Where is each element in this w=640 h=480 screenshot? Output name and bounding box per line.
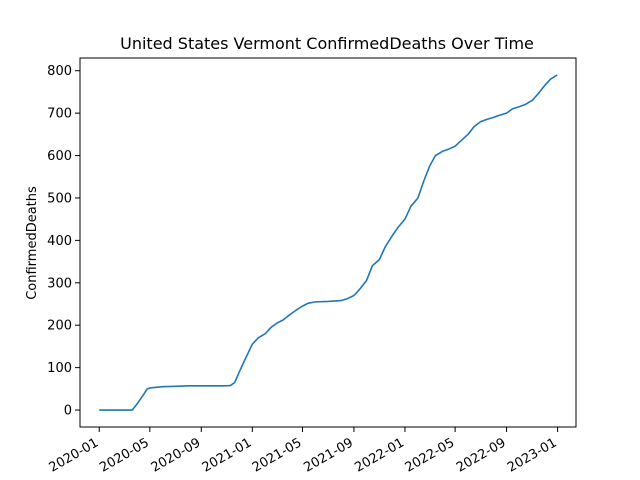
y-tick-label: 300 — [47, 276, 72, 291]
y-tick-label: 0 — [64, 404, 72, 419]
y-tick-label: 400 — [47, 234, 72, 249]
x-tick-label: 2022-05 — [403, 435, 458, 475]
x-tick-label: 2020-09 — [149, 435, 204, 475]
y-tick-label: 800 — [47, 64, 72, 79]
x-tick-label: 2022-01 — [352, 435, 407, 475]
y-tick-label: 100 — [47, 361, 72, 376]
y-tick-label: 500 — [47, 191, 72, 206]
x-tick-label: 2021-05 — [250, 435, 305, 475]
x-tick-label: 2022-09 — [454, 435, 509, 475]
y-tick-label: 700 — [47, 107, 72, 122]
y-tick-label: 200 — [47, 319, 72, 334]
x-tick-label: 2023-01 — [505, 435, 560, 475]
x-tick-label: 2021-01 — [200, 435, 255, 475]
plot-frame — [79, 57, 577, 428]
y-tick-label: 600 — [47, 149, 72, 164]
x-tick-label: 2020-05 — [97, 435, 152, 475]
series-line-0 — [99, 74, 558, 411]
y-axis-label: ConfirmedDeaths — [25, 186, 40, 300]
chart-title: United States Vermont ConfirmedDeaths Ov… — [120, 34, 534, 53]
x-tick-label: 2021-09 — [301, 435, 356, 475]
x-tick-label: 2020-01 — [47, 435, 102, 475]
